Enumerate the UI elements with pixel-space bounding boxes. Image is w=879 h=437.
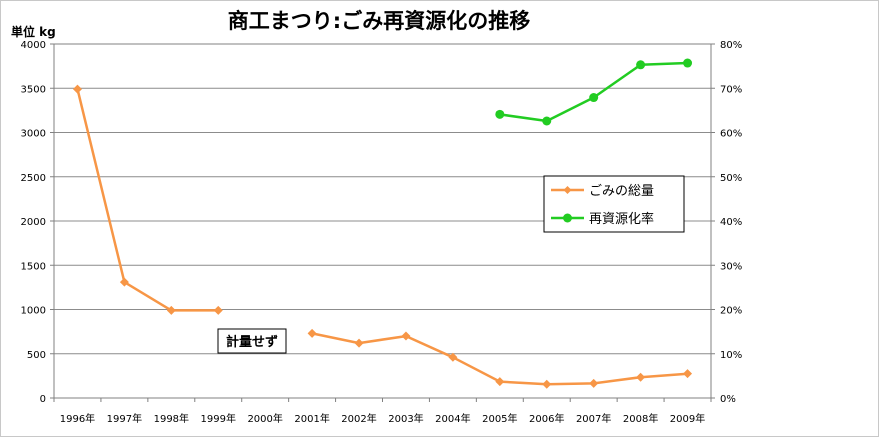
x-axis: 1996年 1997年 1998年 1999年 2000年 2001年 2002年 2003年…	[53, 398, 712, 425]
x-tick-label: 2008年	[623, 412, 658, 425]
data-point	[683, 369, 693, 379]
series	[72, 58, 693, 389]
legend-marker-total	[563, 186, 572, 194]
data-point	[542, 116, 552, 126]
legend-label-total: ごみの総量	[589, 183, 654, 199]
x-tick-label: 2003年	[388, 412, 423, 425]
x-tick-label: 1997年	[107, 412, 142, 425]
y-left-tick-label: 1000	[21, 306, 46, 317]
data-point	[401, 331, 411, 341]
y-right-tick-label: 0%	[720, 394, 736, 405]
gridlines	[54, 43, 711, 355]
y-axis-right: 0% 10% 20% 30% 40% 50% 60% 70% 80%	[711, 40, 742, 405]
y-right-tick-label: 40%	[720, 217, 742, 228]
x-tick-label: 2009年	[670, 412, 705, 425]
annotation-label: 計量せず	[226, 334, 278, 350]
annotation-box: 計量せず	[217, 328, 287, 354]
y-left-tick-label: 500	[27, 350, 46, 361]
data-point	[307, 328, 317, 338]
y-left-tick-label: 3000	[21, 129, 46, 140]
legend-box	[543, 175, 685, 233]
data-point	[495, 109, 505, 119]
x-tick-label: 2007年	[576, 412, 611, 425]
series-line	[76, 88, 219, 312]
y-right-tick-label: 60%	[720, 129, 742, 140]
y-right-tick-label: 50%	[720, 173, 742, 184]
series-line	[311, 332, 688, 386]
data-point	[683, 58, 693, 68]
data-point	[213, 305, 223, 315]
data-point	[166, 305, 176, 315]
y-left-tick-label: 1500	[21, 261, 46, 272]
x-tick-label: 2001年	[294, 412, 329, 425]
series-line	[499, 61, 688, 123]
y-left-tick-label: 3500	[21, 84, 46, 95]
x-tick-label: 2002年	[341, 412, 376, 425]
x-tick-label: 2005年	[482, 412, 517, 425]
y-axis-unit-label: 単位 kg	[11, 24, 56, 39]
x-tick-label: 1999年	[201, 412, 236, 425]
x-tick-label: 2000年	[247, 412, 282, 425]
x-tick-label: 1996年	[60, 412, 95, 425]
x-tick-label: 1998年	[154, 412, 189, 425]
y-right-tick-label: 20%	[720, 306, 742, 317]
x-tick-label: 2004年	[435, 412, 470, 425]
legend-marker-rate	[563, 213, 572, 223]
y-axis-left: 0 500 1000 1500 2000 2500 3000 3500 4000	[21, 40, 54, 405]
data-point	[589, 93, 599, 103]
data-point	[354, 338, 364, 348]
y-left-tick-label: 4000	[21, 40, 46, 51]
data-point	[495, 377, 505, 387]
legend: ごみの総量 再資源化率	[543, 175, 685, 233]
y-right-tick-label: 70%	[720, 84, 742, 95]
data-point	[542, 379, 552, 389]
data-point	[636, 60, 646, 70]
data-point	[448, 352, 458, 362]
y-right-tick-label: 10%	[720, 350, 742, 361]
y-left-tick-label: 0	[40, 394, 46, 405]
data-point	[636, 372, 646, 382]
y-right-tick-label: 80%	[720, 40, 742, 51]
data-point	[72, 84, 82, 94]
y-left-tick-label: 2000	[21, 217, 46, 228]
y-right-tick-label: 30%	[720, 261, 742, 272]
data-point	[589, 378, 599, 388]
x-tick-label: 2006年	[529, 412, 564, 425]
annotation-border	[217, 328, 287, 354]
y-left-tick-label: 2500	[21, 173, 46, 184]
legend-label-rate: 再資源化率	[589, 211, 654, 227]
data-point	[119, 277, 129, 287]
chart-title: 商工まつり:ごみ再資源化の推移	[228, 9, 530, 33]
